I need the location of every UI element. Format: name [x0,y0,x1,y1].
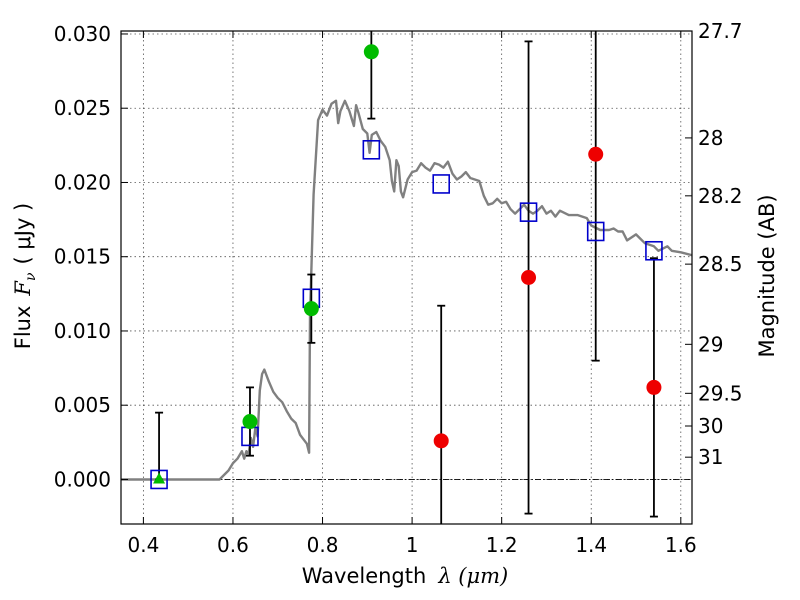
right-tick-label: 31 [698,445,723,469]
right-tick-label: 29.5 [698,381,743,405]
nondetection-point [646,379,662,395]
x-tick-label: 0.6 [217,533,249,557]
right-tick-label: 30 [698,414,723,438]
x-tick-label: 0.8 [307,533,339,557]
right-axis-ticks: 27.7 28 28.2 28.5 29 29.5 30 31 [685,19,743,469]
grid [121,31,692,524]
right-tick-label: 29 [698,332,723,356]
errorbar-layer [155,31,658,524]
model-photometry-square [645,240,663,261]
nondetection-point [433,433,449,449]
model-photometry-square [432,174,451,194]
x-tick-label: 1.6 [665,533,697,557]
y-tick-label: 0.015 [54,245,111,269]
right-tick-label: 27.7 [698,19,743,43]
model-photometry-square [362,139,381,160]
x-axis-label: Wavelength λ (μm) [302,564,509,588]
nondetection-point [588,146,604,162]
x-axis-ticks: 0.4 0.6 0.8 1 1.2 1.4 1.6 [127,31,697,557]
model-photometry-square [586,221,605,242]
y-tick-label: 0.005 [54,393,111,417]
detection-point [303,301,319,317]
x-tick-label: 1 [406,533,419,557]
model-sed-layer [121,99,692,481]
right-tick-label: 28.5 [698,252,743,276]
right-tick-label: 28 [698,126,723,150]
y-tick-label: 0.010 [54,319,111,343]
plot-frame [120,30,693,525]
model-sed-curve [121,99,692,481]
x-tick-label: 0.4 [127,533,159,557]
detection-point [363,44,379,60]
model-photometry-square [150,469,168,490]
x-tick-label: 1.4 [575,533,607,557]
right-tick-label: 28.2 [698,184,743,208]
nondetection-point [521,270,537,285]
right-axis-label: Magnitude (AB) [755,194,779,357]
y-tick-label: 0.000 [54,467,111,491]
upper-limit-triangle [153,472,166,484]
points-layer [150,44,663,490]
y-tick-label: 0.030 [54,22,111,46]
y-axis-ticks: 0.000 0.005 0.010 0.015 0.020 0.025 0.030 [54,22,128,491]
model-photometry-square [519,202,538,222]
y-tick-label: 0.020 [54,170,111,194]
y-tick-label: 0.025 [54,96,111,120]
x-tick-label: 1.2 [486,533,518,557]
detection-point [242,414,258,430]
y-axis-label: FluxFν( μJy ) [11,203,39,349]
